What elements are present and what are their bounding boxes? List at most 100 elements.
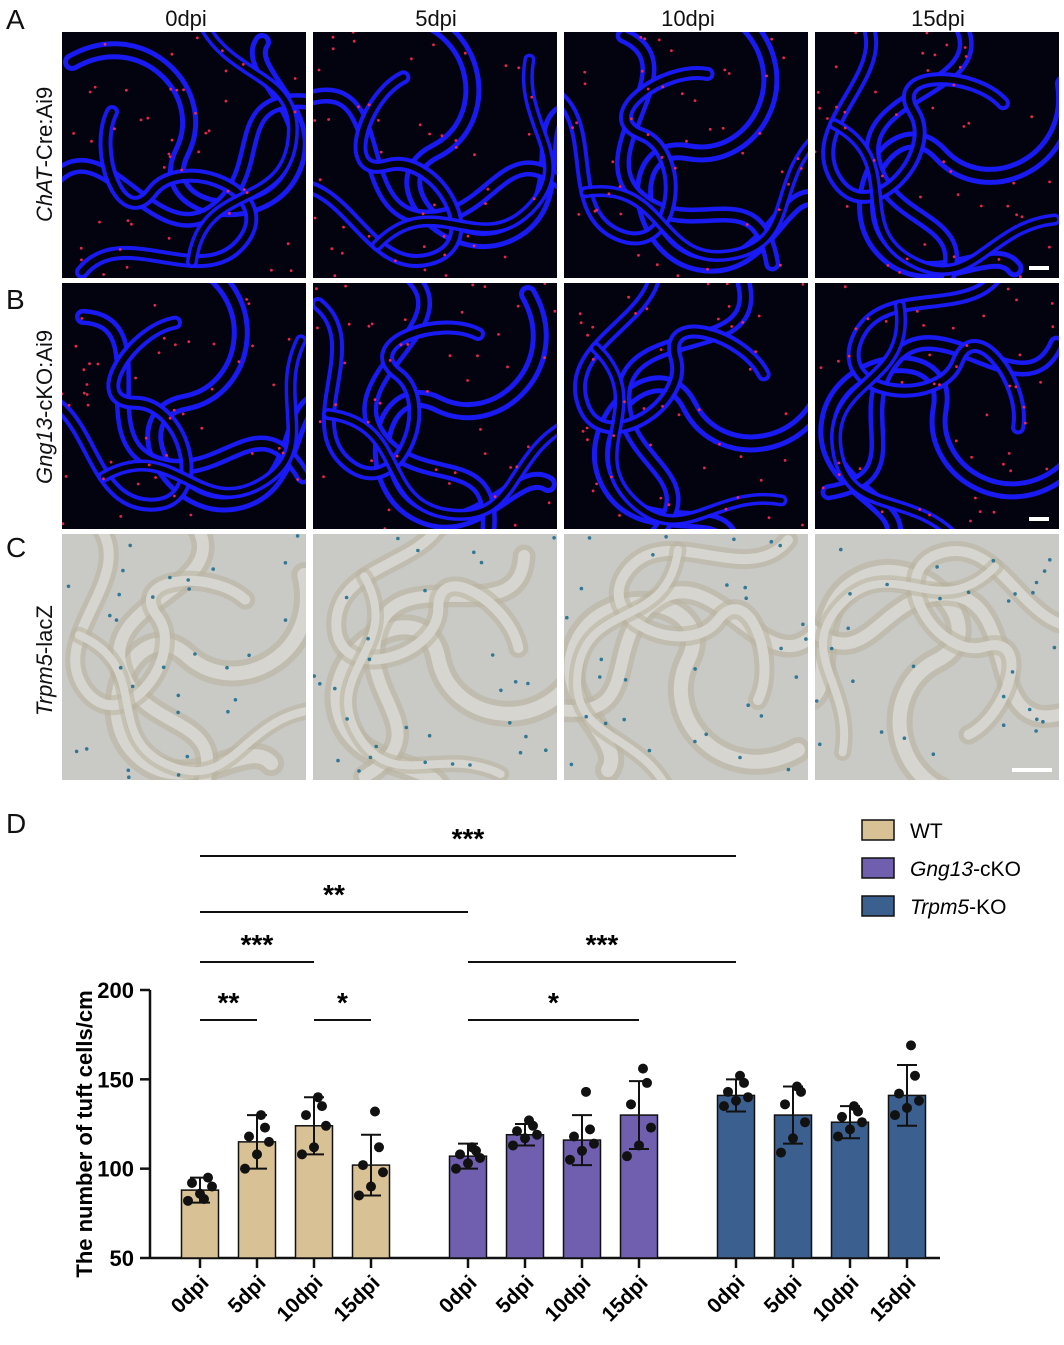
data-point xyxy=(638,1063,648,1074)
data-point xyxy=(508,1140,518,1151)
column-label-10dpi: 10dpi xyxy=(661,6,715,31)
row-label-gng13-suffix: -cKO:Ai9 xyxy=(32,329,57,418)
significance-label: *** xyxy=(452,823,485,854)
panel-label-a: A xyxy=(6,4,25,35)
scale-bar xyxy=(1012,768,1052,772)
micrograph-a-15dpi xyxy=(815,32,1059,278)
significance-label: ** xyxy=(323,879,345,910)
data-point xyxy=(906,1040,916,1051)
micrograph-a-10dpi xyxy=(564,32,808,278)
significance-label: * xyxy=(337,987,348,1018)
data-point xyxy=(845,1124,855,1135)
data-point xyxy=(788,1133,798,1144)
data-point xyxy=(317,1101,327,1112)
row-label-gng13-gene: Gng13 xyxy=(32,417,57,484)
significance-label: *** xyxy=(586,929,619,960)
data-point xyxy=(792,1081,802,1092)
tissue-section-drawing xyxy=(818,283,1059,529)
column-label-0dpi: 0dpi xyxy=(165,6,207,31)
x-tick-label: 15dpi xyxy=(329,1271,384,1326)
data-point xyxy=(512,1126,522,1137)
data-point xyxy=(451,1163,461,1174)
data-point xyxy=(780,1099,790,1110)
legend-swatch-Gng13-cKO xyxy=(861,857,895,879)
data-point xyxy=(857,1117,867,1128)
data-point xyxy=(366,1181,376,1192)
row-label-trpm5-suffix: -lacZ xyxy=(32,605,57,655)
data-point xyxy=(565,1154,575,1165)
x-tick-label: 10dpi xyxy=(540,1271,595,1326)
data-point xyxy=(837,1111,847,1122)
micrograph-a-5dpi xyxy=(313,32,557,278)
bar-Trpm5-KO-0dpi xyxy=(716,1094,756,1259)
tissue-section-drawing xyxy=(573,283,808,529)
x-tick-label: 10dpi xyxy=(272,1271,327,1326)
row-label-gng13: Gng13-cKO:Ai9 xyxy=(32,330,58,484)
data-point xyxy=(723,1086,733,1097)
row-label-trpm5-gene: Trpm5 xyxy=(32,654,57,716)
data-point xyxy=(378,1167,388,1178)
scale-bar xyxy=(1029,517,1049,521)
data-point xyxy=(719,1101,729,1112)
x-tick-label: 5dpi xyxy=(492,1271,539,1318)
x-tick-label: 15dpi xyxy=(597,1271,652,1326)
x-tick-label: 5dpi xyxy=(760,1271,807,1318)
data-point xyxy=(894,1088,904,1099)
x-tick-label: 5dpi xyxy=(224,1271,271,1318)
legend-label-WT: WT xyxy=(910,820,943,843)
data-point xyxy=(260,1122,270,1133)
y-tick-label: 150 xyxy=(97,1067,134,1092)
row-label-chat-suffix: -Cre:Ai9 xyxy=(32,86,57,168)
data-point xyxy=(455,1149,465,1160)
significance-label: * xyxy=(548,987,559,1018)
row-label-trpm5: Trpm5-lacZ xyxy=(32,605,58,716)
row-label-chat: ChAT-Cre:Ai9 xyxy=(32,87,58,222)
data-point xyxy=(467,1142,477,1153)
tissue-section-drawing xyxy=(564,32,808,278)
tissue-section-drawing xyxy=(815,541,1059,780)
data-point xyxy=(833,1131,843,1142)
y-tick-label: 100 xyxy=(97,1157,134,1182)
data-point xyxy=(634,1140,644,1151)
data-point xyxy=(849,1101,859,1112)
data-point xyxy=(297,1149,307,1160)
data-point xyxy=(776,1147,786,1158)
data-point xyxy=(731,1095,741,1106)
data-point xyxy=(585,1124,595,1135)
data-point xyxy=(569,1131,579,1142)
bar-Gng13-cKO-5dpi xyxy=(505,1133,545,1259)
data-point xyxy=(244,1131,254,1142)
data-point xyxy=(735,1070,745,1081)
tissue-section-drawing xyxy=(62,283,306,526)
significance-label: *** xyxy=(241,929,274,960)
data-point xyxy=(622,1151,632,1162)
data-point xyxy=(589,1138,599,1149)
data-point xyxy=(743,1092,753,1103)
micrograph-b-0dpi xyxy=(62,283,306,529)
bar-Trpm5-KO-10dpi xyxy=(830,1121,870,1259)
data-point xyxy=(463,1158,473,1169)
data-point xyxy=(524,1115,534,1126)
data-point xyxy=(264,1136,274,1147)
micrograph-a-0dpi xyxy=(62,32,306,278)
data-point xyxy=(374,1142,384,1153)
tissue-section-drawing xyxy=(62,32,306,278)
y-tick-label: 50 xyxy=(110,1246,134,1271)
micrograph-b-5dpi xyxy=(313,283,557,529)
data-point xyxy=(321,1120,331,1131)
data-point xyxy=(626,1099,636,1110)
data-point xyxy=(358,1160,368,1171)
legend-label-Trpm5-KO: Trpm5-KO xyxy=(910,896,1006,919)
x-tick-label: 15dpi xyxy=(865,1271,920,1326)
data-point xyxy=(581,1086,591,1097)
data-point xyxy=(301,1110,311,1121)
data-point xyxy=(203,1172,213,1183)
panel-label-c: C xyxy=(6,532,27,563)
column-label-5dpi: 5dpi xyxy=(415,6,457,31)
data-point xyxy=(890,1110,900,1121)
legend-swatch-WT xyxy=(861,819,895,841)
y-axis-title: The number of tuft cells/cm xyxy=(72,990,97,1277)
panel-label-b: B xyxy=(6,284,25,315)
data-point xyxy=(520,1133,530,1144)
